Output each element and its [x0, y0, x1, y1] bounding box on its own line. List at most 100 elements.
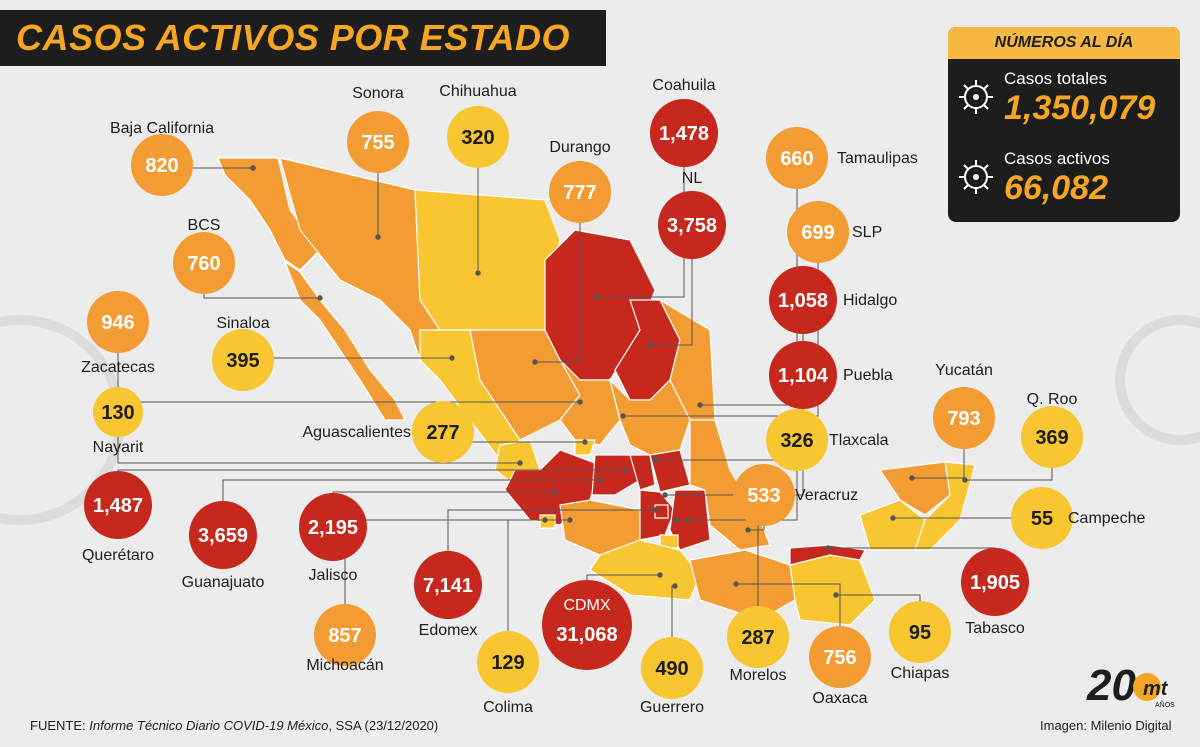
state-bubble: 533 Veracruz [733, 464, 858, 526]
value-bubble [809, 626, 871, 688]
state-name-label: Guerrero [640, 699, 704, 716]
leader-line [650, 225, 693, 346]
total-cases-label: Casos totales [1004, 69, 1107, 88]
state-name-label: Michoacán [306, 657, 383, 674]
logo-number: 20 [1086, 661, 1136, 710]
leader-dot [542, 517, 548, 523]
value-label: 3,758 [667, 215, 717, 237]
value-label: 395 [226, 350, 259, 372]
leader-dot [652, 507, 658, 513]
state-name-label: Sinaloa [216, 315, 269, 332]
state-region [414, 189, 561, 331]
state-name-label: Coahuila [652, 77, 715, 94]
leader-dot [825, 545, 831, 551]
state-name-label: Querétaro [82, 547, 154, 564]
state-region [217, 157, 321, 271]
state-bubble: 3,758 NL [658, 170, 726, 259]
value-bubble [189, 501, 257, 569]
leader-dot [685, 517, 691, 523]
state-bubble: 946 Zacatecas [81, 291, 155, 376]
state-name-label: Colima [483, 699, 533, 716]
value-label: 287 [741, 627, 774, 649]
state-bubble: 277 Aguascalientes [302, 401, 474, 463]
state-region [789, 544, 866, 566]
state-name-label: SLP [852, 224, 882, 241]
state-name-label: Oaxaca [812, 690, 867, 707]
state-bubble: 130 Nayarit [93, 387, 144, 456]
value-label: 1,058 [778, 290, 828, 312]
state-bubble: 1,058 Hidalgo [769, 266, 897, 334]
value-label: 760 [187, 253, 220, 275]
value-bubble [933, 387, 995, 449]
state-name-label: Nayarit [93, 439, 144, 456]
state-name-label: Aguascalientes [302, 424, 411, 441]
state-region [689, 549, 796, 621]
state-name-label: Zacatecas [81, 359, 155, 376]
leader-dot [833, 592, 839, 598]
chart-title: CASOS ACTIVOS POR ESTADO [16, 17, 571, 58]
state-name-label: Tabasco [965, 620, 1025, 637]
value-bubble [314, 604, 376, 666]
value-label: 369 [1035, 427, 1068, 449]
leader-dot [652, 457, 658, 463]
value-bubble [414, 551, 482, 619]
leader-dot [597, 477, 603, 483]
leader-dot [622, 467, 628, 473]
state-bubble: 777 Durango [549, 139, 611, 223]
state-name-label: Campeche [1068, 510, 1145, 527]
leader-dot [582, 439, 588, 445]
logo-sub: AÑOS [1155, 700, 1175, 709]
state-region [608, 378, 691, 456]
state-bubble: 1,487 Querétaro [82, 471, 154, 564]
leader-dot [647, 342, 653, 348]
virus-icon [959, 160, 993, 194]
state-bubble: 320 Chihuahua [439, 83, 517, 168]
state-name-label: Tamaulipas [837, 150, 918, 167]
value-label: 129 [491, 652, 524, 674]
value-label: 1,487 [93, 495, 143, 517]
state-bubble: 755 Sonora [347, 85, 409, 173]
value-label: 533 [747, 485, 780, 507]
state-bubble: 490 Guerrero [640, 637, 704, 716]
logo-circle-icon [1133, 673, 1161, 701]
total-cases-value: 1,350,079 [1004, 89, 1156, 127]
value-label: 490 [655, 658, 688, 680]
state-bubble: 660 Tamaulipas [766, 127, 918, 189]
leader-dot [577, 399, 583, 405]
value-label: 946 [101, 312, 134, 334]
value-bubble [889, 601, 951, 663]
value-label: 95 [909, 622, 931, 644]
value-bubble [131, 134, 193, 196]
image-credit: Imagen: Milenio Digital [1040, 718, 1172, 733]
leader-dot [375, 234, 381, 240]
leader-dot [697, 402, 703, 408]
value-bubble [299, 493, 367, 561]
value-label: 755 [361, 132, 394, 154]
value-bubble [961, 548, 1029, 616]
state-bubble: 95 Chiapas [889, 601, 951, 682]
value-label: 7,141 [423, 575, 473, 597]
state-bubble: 2,195 Jalisco [299, 493, 367, 584]
state-region [659, 534, 679, 549]
state-bubble: 820 Baja California [110, 120, 214, 196]
state-bubble: 760 BCS [173, 217, 235, 294]
value-bubble [173, 232, 235, 294]
state-name-label: Sonora [352, 85, 404, 102]
value-label: 31,068 [556, 624, 617, 646]
state-region [629, 454, 656, 491]
value-bubble [542, 580, 632, 670]
state-bubble: 756 Oaxaca [809, 626, 871, 707]
leader-dot [662, 492, 668, 498]
value-bubble [347, 111, 409, 173]
leader-dot [594, 294, 600, 300]
active-cases-row: Casos activos 66,082 [948, 147, 1180, 217]
state-name-label: Veracruz [795, 487, 858, 504]
value-label: 857 [328, 625, 361, 647]
value-label: 793 [947, 408, 980, 430]
leader-dot [909, 475, 915, 481]
value-label: 756 [823, 647, 856, 669]
state-bubbles: 820 Baja California 755 Sonora 320 Chihuahua 1… [81, 77, 1145, 716]
value-label: 1,478 [659, 123, 709, 145]
value-label: 699 [801, 222, 834, 244]
state-name-label: Durango [549, 139, 610, 156]
